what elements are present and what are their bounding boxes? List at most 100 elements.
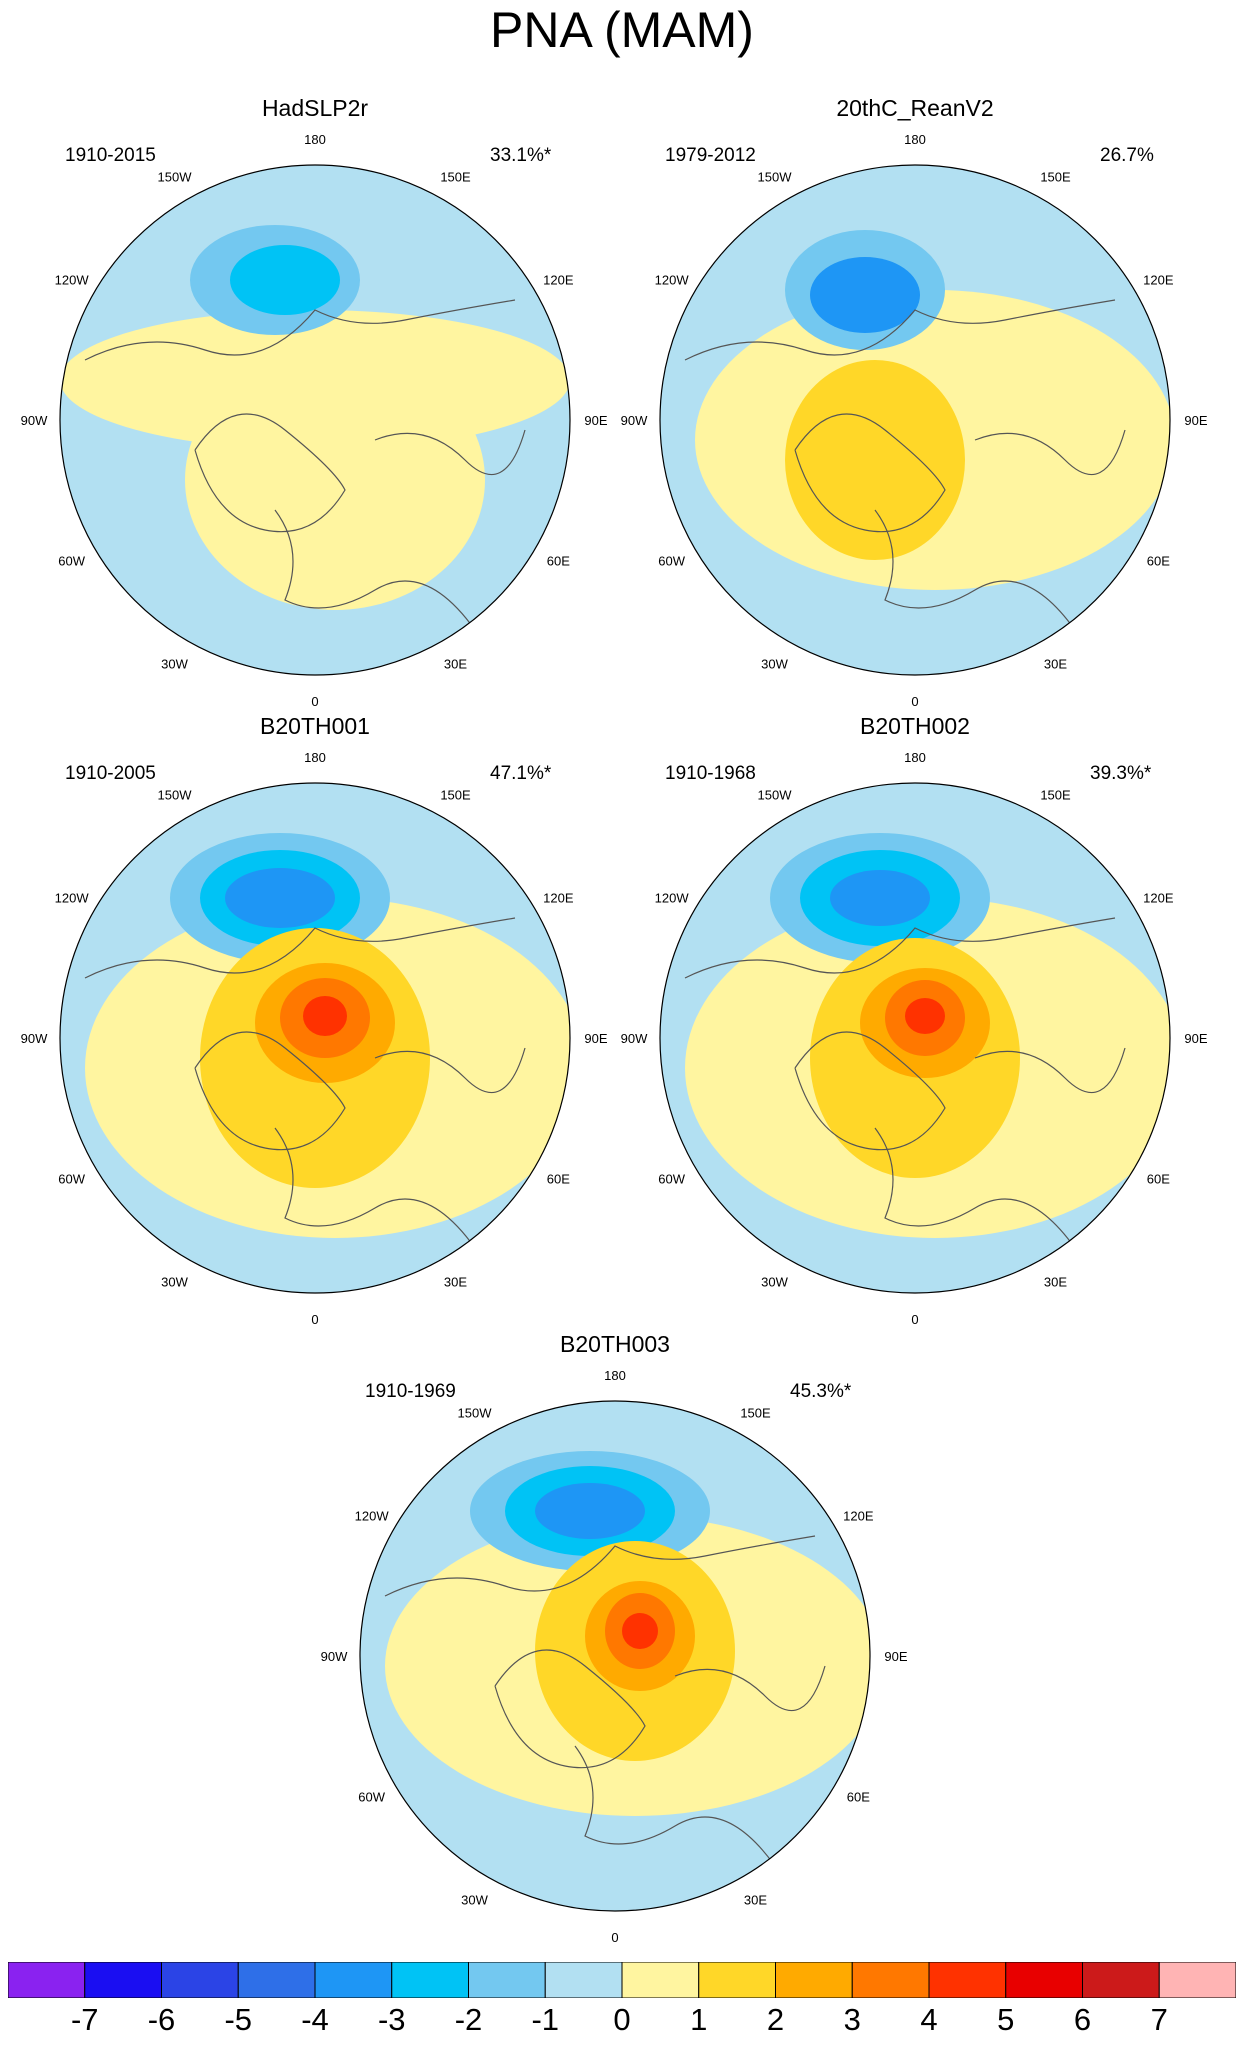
- panel-period: 1910-2005: [65, 763, 156, 784]
- colorbar-swatch: [1082, 1962, 1160, 1998]
- colorbar-label: 0: [613, 2002, 631, 2037]
- colorbar-label: -5: [224, 2002, 253, 2037]
- longitude-label: 150W: [458, 1406, 493, 1421]
- longitude-label: 180: [904, 132, 926, 147]
- longitude-label: 120E: [843, 1509, 874, 1524]
- longitude-label: 30E: [1044, 656, 1067, 671]
- longitude-label: 90E: [584, 1031, 607, 1046]
- colorbar-swatch: [775, 1962, 853, 1998]
- longitude-label: 60E: [547, 1172, 570, 1187]
- longitude-label: 60W: [358, 1790, 385, 1805]
- colorbar-label: 3: [843, 2002, 861, 2037]
- panel-variance: 26.7%: [1100, 145, 1154, 166]
- colorbar-swatch: [314, 1962, 393, 1998]
- contour-region: [830, 870, 930, 926]
- colorbar-swatch: [1005, 1962, 1083, 1998]
- longitude-label: 120W: [55, 273, 90, 288]
- colorbar-swatch: [621, 1962, 700, 1998]
- longitude-label: 150E: [440, 788, 471, 803]
- longitude-label: 0: [611, 1930, 618, 1945]
- longitude-label: 180: [304, 750, 326, 765]
- longitude-label: 60E: [847, 1790, 870, 1805]
- colorbar-label: 2: [766, 2002, 785, 2037]
- colorbar-swatch: [237, 1962, 316, 1998]
- longitude-label: 120W: [655, 273, 690, 288]
- coastline: [84, 299, 526, 631]
- longitude-label: 180: [304, 132, 326, 147]
- colorbar-swatch: [8, 1962, 86, 1998]
- longitude-label: 60W: [658, 554, 685, 569]
- longitude-label: 120E: [543, 891, 574, 906]
- panel-variance: 45.3%*: [790, 1381, 852, 1402]
- contour-region: [225, 868, 335, 928]
- contour-region: [785, 360, 965, 560]
- colorbar-swatch: [851, 1962, 930, 1998]
- longitude-label: 60E: [547, 554, 570, 569]
- longitude-label: 120E: [1143, 891, 1174, 906]
- map-panel-b20th001: B20TH001 1910-2005 47.1%* 180 150E 120E 90E…: [15, 713, 615, 1333]
- longitude-label: 150E: [1040, 170, 1071, 185]
- map-panel-b20th002: B20TH002 1910-1968 39.3%* 180 150E 120E 90E…: [615, 713, 1215, 1333]
- panel-period: 1910-1968: [665, 763, 756, 784]
- colorbar: [8, 1962, 1236, 1998]
- longitude-label: 30W: [761, 656, 788, 671]
- longitude-label: 30E: [744, 1892, 767, 1907]
- colorbar-swatch: [544, 1962, 623, 1998]
- longitude-label: 30W: [161, 656, 188, 671]
- longitude-label: 150W: [158, 788, 193, 803]
- longitude-label: 120E: [543, 273, 574, 288]
- longitude-label: 0: [311, 694, 318, 709]
- colorbar-swatch: [84, 1962, 162, 1998]
- colorbar-swatch: [698, 1962, 776, 1998]
- coastline: [684, 299, 1126, 631]
- longitude-label: 150E: [1040, 788, 1071, 803]
- longitude-label: 150W: [758, 788, 793, 803]
- longitude-label: 150E: [740, 1406, 771, 1421]
- longitude-label: 90E: [584, 413, 607, 428]
- longitude-label: 60E: [1147, 554, 1170, 569]
- polar-map: 180 150E 120E 90E 60E 30E 0 30W 60W 90W 120W 150W: [21, 750, 608, 1327]
- colorbar-swatch: [928, 1962, 1007, 1998]
- contour-region: [535, 1483, 645, 1539]
- colorbar-swatch: [468, 1962, 546, 1998]
- colorbar-label: -6: [147, 2002, 176, 2037]
- colorbar-label: 1: [690, 2002, 708, 2037]
- colorbar-label: -7: [70, 2002, 99, 2037]
- panel-title: 20thC_ReanV2: [836, 95, 994, 121]
- figure-title: PNA (MAM): [490, 2, 754, 58]
- panel-title: HadSLP2r: [261, 95, 369, 121]
- longitude-label: 120W: [655, 891, 690, 906]
- contour-region: [185, 350, 485, 610]
- map-border: [659, 782, 1171, 1294]
- colorbar-label: -4: [301, 2002, 329, 2037]
- panel-title: B20TH002: [860, 713, 970, 739]
- longitude-label: 90W: [621, 1031, 648, 1046]
- longitude-label: 30E: [444, 656, 467, 671]
- longitude-label: 150W: [758, 170, 793, 185]
- contour-region: [230, 245, 340, 315]
- longitude-label: 0: [911, 1312, 918, 1327]
- longitude-label: 90E: [884, 1649, 907, 1664]
- longitude-label: 90E: [1184, 413, 1207, 428]
- colorbar-label: -3: [377, 2002, 406, 2037]
- longitude-label: 150E: [440, 170, 471, 185]
- panel-variance: 47.1%*: [490, 763, 552, 784]
- coastline: [684, 917, 1126, 1249]
- longitude-label: 150W: [158, 170, 193, 185]
- map-border: [659, 164, 1171, 676]
- colorbar-label: -2: [454, 2002, 483, 2037]
- colorbar-label: 6: [1073, 2002, 1092, 2037]
- panel-period: 1910-1969: [365, 1381, 456, 1402]
- map-border: [59, 782, 571, 1294]
- panel-period: 1979-2012: [665, 145, 756, 166]
- map-panel-hadslp2r: HadSLP2r 1910-2015 33.1%* 180 150E 120E 90E…: [15, 95, 615, 715]
- colorbar-label: 4: [920, 2002, 938, 2037]
- colorbar-label: 7: [1150, 2002, 1168, 2037]
- longitude-label: 120W: [55, 891, 90, 906]
- longitude-label: 60W: [58, 554, 85, 569]
- colorbar-label: -1: [531, 2002, 560, 2037]
- map-panel-20thc-reanv2: 20thC_ReanV2 1979-2012 26.7% 180 150E 120E…: [615, 95, 1215, 715]
- longitude-label: 0: [911, 694, 918, 709]
- longitude-label: 0: [311, 1312, 318, 1327]
- panel-variance: 33.1%*: [490, 145, 552, 166]
